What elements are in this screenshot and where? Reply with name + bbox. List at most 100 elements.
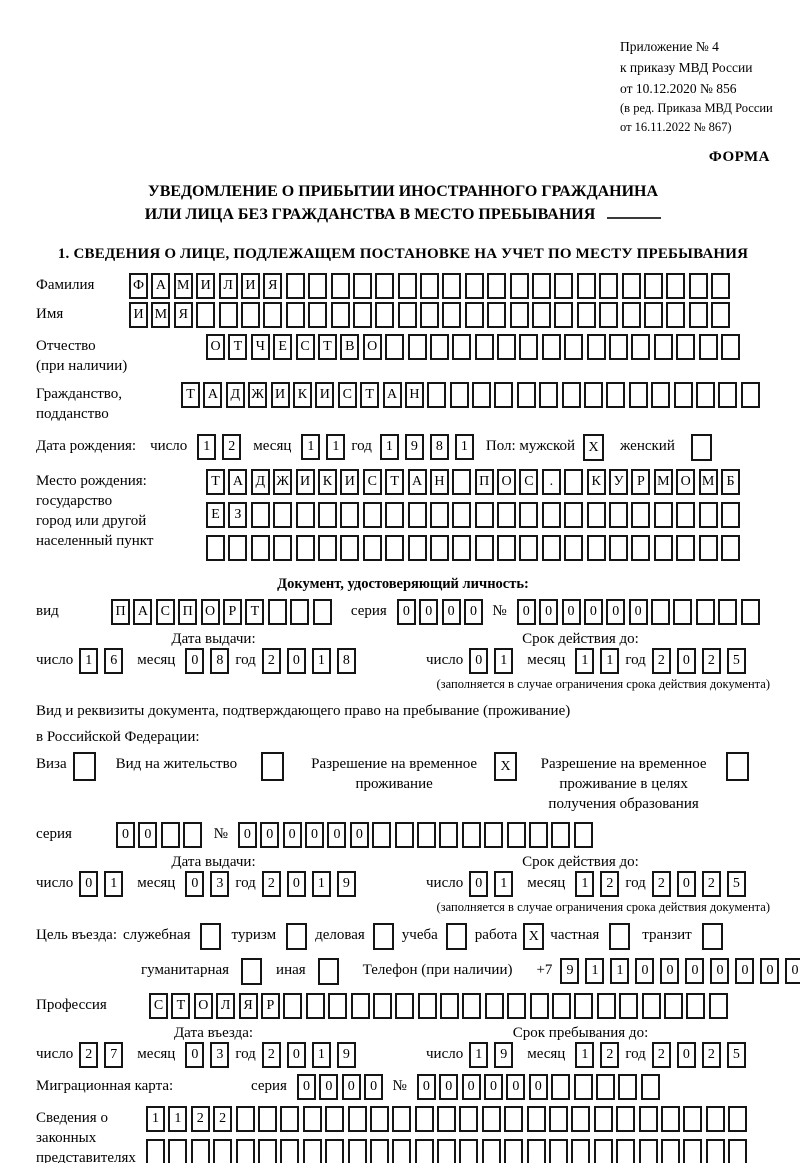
char-cell[interactable]: О	[676, 469, 696, 495]
char-cell[interactable]	[497, 334, 517, 360]
char-cell[interactable]: О	[497, 469, 517, 495]
char-cell[interactable]	[519, 334, 539, 360]
char-cell[interactable]	[698, 334, 718, 360]
checkbox-residence-permit[interactable]	[261, 752, 285, 781]
char-cell[interactable]	[740, 599, 760, 625]
char-cell[interactable]	[564, 535, 584, 561]
char-cell[interactable]: 1	[575, 1042, 595, 1068]
char-cell[interactable]	[549, 1106, 569, 1132]
char-cell[interactable]	[206, 535, 225, 561]
char-cell[interactable]: 0	[286, 648, 306, 674]
char-cell[interactable]: 0	[237, 822, 257, 848]
char-cell[interactable]	[340, 502, 360, 528]
char-cell[interactable]	[643, 273, 663, 299]
char-cell[interactable]	[616, 1139, 636, 1163]
char-cell[interactable]: 1	[585, 958, 605, 984]
char-cell[interactable]	[651, 599, 671, 625]
char-cell[interactable]: 0	[528, 1074, 548, 1100]
char-cell[interactable]	[651, 382, 671, 408]
char-cell[interactable]: 7	[104, 1042, 124, 1068]
char-cell[interactable]	[676, 502, 696, 528]
char-cell[interactable]: 1	[197, 434, 217, 460]
char-cell[interactable]: 0	[441, 599, 461, 625]
char-cell[interactable]: 8	[210, 648, 230, 674]
char-cell[interactable]: 0	[364, 1074, 384, 1100]
char-cell[interactable]	[302, 1106, 322, 1132]
char-cell[interactable]	[385, 502, 405, 528]
char-cell[interactable]	[312, 599, 332, 625]
checkbox-rvp-edu[interactable]	[726, 752, 750, 781]
char-cell[interactable]	[740, 382, 760, 408]
char-cell[interactable]: 0	[327, 822, 347, 848]
char-cell[interactable]: 0	[710, 958, 730, 984]
char-cell[interactable]: 0	[286, 871, 306, 897]
char-cell[interactable]	[554, 273, 574, 299]
char-cell[interactable]: 0	[282, 822, 302, 848]
char-cell[interactable]	[663, 993, 683, 1019]
checkbox-visa[interactable]	[72, 752, 96, 781]
char-cell[interactable]	[631, 502, 651, 528]
char-cell[interactable]	[462, 993, 482, 1019]
char-cell[interactable]: 9	[494, 1042, 514, 1068]
char-cell[interactable]	[728, 1106, 748, 1132]
char-cell[interactable]: Т	[360, 382, 380, 408]
char-cell[interactable]: 2	[701, 1042, 721, 1068]
char-cell[interactable]	[449, 382, 469, 408]
char-cell[interactable]	[352, 273, 372, 299]
char-cell[interactable]: 0	[539, 599, 559, 625]
char-cell[interactable]	[273, 535, 293, 561]
char-cell[interactable]	[526, 1139, 546, 1163]
char-cell[interactable]	[698, 502, 718, 528]
char-cell[interactable]	[280, 1106, 300, 1132]
char-cell[interactable]: К	[292, 382, 312, 408]
char-cell[interactable]: А	[151, 273, 171, 299]
char-cell[interactable]: 2	[651, 1042, 671, 1068]
checkbox-male[interactable]: X	[583, 434, 605, 461]
char-cell[interactable]	[653, 502, 673, 528]
char-cell[interactable]: К	[586, 469, 606, 495]
char-cell[interactable]	[484, 993, 504, 1019]
char-cell[interactable]	[683, 1139, 703, 1163]
char-cell[interactable]	[653, 535, 673, 561]
char-cell[interactable]	[539, 382, 559, 408]
char-cell[interactable]	[561, 382, 581, 408]
char-cell[interactable]	[369, 1106, 389, 1132]
char-cell[interactable]	[160, 822, 180, 848]
char-cell[interactable]	[459, 1106, 479, 1132]
char-cell[interactable]	[571, 1106, 591, 1132]
char-cell[interactable]: 0	[676, 648, 696, 674]
char-cell[interactable]: Ф	[129, 273, 148, 299]
char-cell[interactable]	[551, 822, 571, 848]
char-cell[interactable]	[541, 334, 561, 360]
char-cell[interactable]	[519, 535, 539, 561]
char-cell[interactable]: 1	[301, 434, 321, 460]
char-cell[interactable]	[257, 1139, 277, 1163]
char-cell[interactable]	[369, 1139, 389, 1163]
char-cell[interactable]	[718, 382, 738, 408]
char-cell[interactable]	[554, 302, 574, 328]
char-cell[interactable]	[146, 1139, 165, 1163]
char-cell[interactable]	[720, 535, 740, 561]
char-cell[interactable]: Л	[218, 273, 238, 299]
char-cell[interactable]: 0	[760, 958, 780, 984]
char-cell[interactable]	[487, 273, 507, 299]
char-cell[interactable]: М	[653, 469, 673, 495]
char-cell[interactable]: С	[337, 382, 357, 408]
char-cell[interactable]: З	[228, 502, 248, 528]
char-cell[interactable]: 0	[79, 871, 99, 897]
char-cell[interactable]	[606, 382, 626, 408]
char-cell[interactable]	[273, 502, 293, 528]
char-cell[interactable]	[586, 535, 606, 561]
char-cell[interactable]	[397, 273, 417, 299]
char-cell[interactable]	[621, 273, 641, 299]
char-cell[interactable]	[631, 535, 651, 561]
char-cell[interactable]	[481, 1139, 501, 1163]
char-cell[interactable]	[308, 273, 328, 299]
char-cell[interactable]	[576, 273, 596, 299]
char-cell[interactable]: 2	[600, 871, 620, 897]
char-cell[interactable]: 2	[213, 1106, 233, 1132]
char-cell[interactable]	[698, 535, 718, 561]
checkbox-delovaya[interactable]	[372, 923, 394, 950]
char-cell[interactable]	[429, 535, 449, 561]
char-cell[interactable]	[263, 302, 283, 328]
